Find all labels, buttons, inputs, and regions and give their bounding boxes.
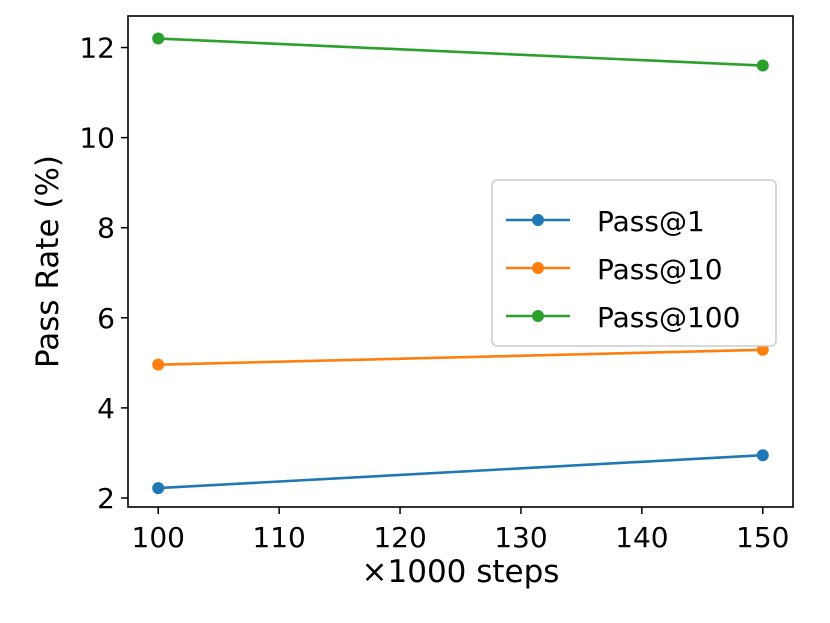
x-tick-label: 150: [736, 521, 789, 554]
series-line-pass-at-10: [158, 348, 763, 366]
legend-swatch-marker: [532, 214, 544, 226]
data-point-pass-at-1: [152, 482, 165, 495]
y-tick-label: 12: [79, 32, 115, 65]
legend-label: Pass@100: [597, 301, 740, 334]
data-point-pass-at-100: [756, 59, 769, 72]
legend-swatch-marker: [532, 262, 544, 274]
y-tick-label: 8: [97, 212, 115, 245]
series-line-pass-at-100: [158, 37, 763, 67]
y-tick-label: 2: [97, 482, 115, 515]
x-tick-label: 100: [132, 521, 185, 554]
y-tick-label: 4: [97, 392, 115, 425]
legend-swatch-marker: [532, 310, 544, 322]
legend-label: Pass@1: [597, 205, 705, 238]
y-tick-label: 6: [97, 302, 115, 335]
y-tick-label: 10: [79, 122, 115, 155]
legend: Pass@1 Pass@10 Pass@100: [491, 179, 777, 347]
x-tick-label: 130: [494, 521, 547, 554]
x-axis-label: ×1000 steps: [362, 554, 560, 590]
x-tick-label: 120: [373, 521, 426, 554]
legend-box: [491, 179, 777, 347]
x-axis-ticks: 100 110 120 130 140 150: [132, 507, 789, 554]
y-axis-label: Pass Rate (%): [30, 155, 66, 368]
data-point-pass-at-1: [756, 449, 769, 462]
plot-area-frame: [127, 15, 794, 508]
x-tick-label: 110: [252, 521, 305, 554]
data-point-pass-at-10: [756, 343, 769, 356]
series-layer: [152, 32, 769, 495]
data-point-pass-at-10: [152, 358, 165, 371]
legend-label: Pass@10: [597, 253, 723, 286]
series-line-pass-at-1: [158, 453, 763, 490]
data-point-pass-at-100: [152, 32, 165, 45]
y-axis-ticks: 2 4 6 8 10 12: [79, 32, 128, 515]
x-tick-label: 140: [615, 521, 668, 554]
